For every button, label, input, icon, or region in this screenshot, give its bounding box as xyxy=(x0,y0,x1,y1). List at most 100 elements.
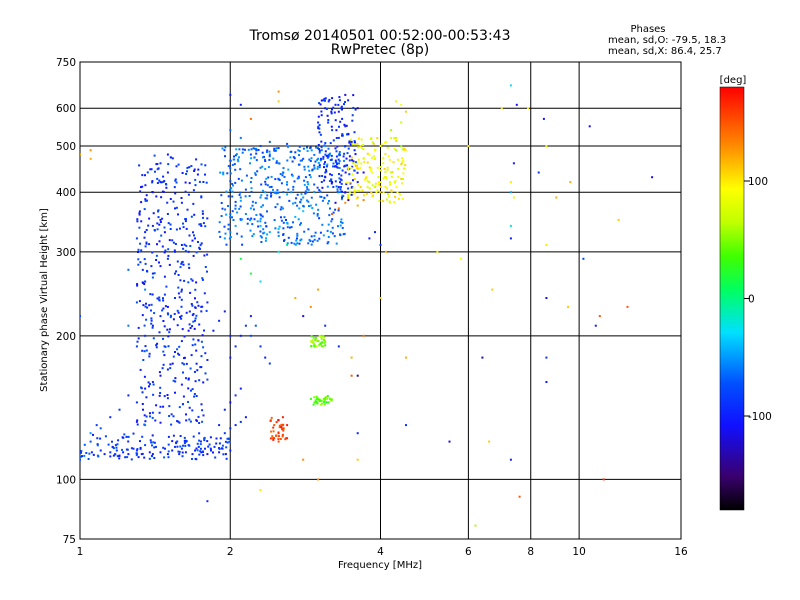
data-point xyxy=(203,292,206,295)
data-point xyxy=(153,154,156,157)
data-point xyxy=(317,208,320,211)
data-point xyxy=(175,181,178,184)
data-point xyxy=(153,272,156,275)
data-point xyxy=(166,171,169,174)
data-point xyxy=(317,340,320,343)
data-point xyxy=(191,325,194,328)
data-point xyxy=(376,137,379,139)
data-point xyxy=(239,334,242,337)
data-point xyxy=(292,156,295,159)
data-point xyxy=(405,356,407,359)
data-point xyxy=(316,213,319,215)
data-point xyxy=(330,174,333,177)
data-point xyxy=(234,345,237,348)
data-point xyxy=(368,166,371,169)
data-point xyxy=(125,448,128,451)
data-point xyxy=(370,167,373,170)
data-point xyxy=(509,224,512,227)
data-point xyxy=(298,207,301,210)
data-point xyxy=(178,345,181,348)
data-point xyxy=(223,149,226,152)
data-point xyxy=(319,399,322,402)
data-point xyxy=(512,162,515,165)
data-point xyxy=(403,147,406,150)
data-point xyxy=(275,161,278,164)
data-point xyxy=(567,305,569,308)
data-point xyxy=(150,265,153,268)
data-point xyxy=(141,281,144,284)
data-point xyxy=(311,168,314,171)
data-point xyxy=(400,121,403,124)
data-point xyxy=(224,232,227,235)
data-point xyxy=(194,380,197,383)
data-point xyxy=(151,434,154,437)
data-point xyxy=(163,325,166,328)
data-point xyxy=(194,297,196,300)
data-point xyxy=(351,141,354,144)
data-point xyxy=(255,159,258,162)
data-point xyxy=(268,155,271,158)
data-point xyxy=(317,127,320,130)
data-point xyxy=(180,340,183,343)
data-point xyxy=(187,263,190,266)
data-point xyxy=(148,243,151,246)
data-point xyxy=(265,237,268,240)
data-point xyxy=(322,155,325,158)
data-point xyxy=(315,203,318,206)
data-point xyxy=(206,253,209,256)
data-point xyxy=(172,318,175,321)
data-point xyxy=(316,402,319,405)
data-point xyxy=(602,478,605,481)
data-point xyxy=(298,145,301,148)
data-point xyxy=(397,158,400,161)
data-point xyxy=(346,152,349,155)
data-point xyxy=(169,363,172,366)
data-point xyxy=(356,164,358,167)
data-point xyxy=(139,261,142,264)
data-point xyxy=(140,201,143,204)
data-point xyxy=(387,155,390,158)
data-point xyxy=(320,146,323,149)
data-point xyxy=(324,107,327,110)
data-point xyxy=(319,403,322,406)
data-point xyxy=(227,228,230,231)
data-point xyxy=(182,263,185,266)
data-point xyxy=(220,202,223,204)
data-point xyxy=(319,342,322,345)
data-point xyxy=(127,435,130,438)
data-point xyxy=(272,157,275,160)
data-point xyxy=(176,324,179,327)
data-point xyxy=(335,185,338,188)
data-point xyxy=(135,401,138,404)
data-point xyxy=(159,221,162,223)
data-point xyxy=(152,393,155,396)
data-point xyxy=(153,446,156,449)
data-point xyxy=(151,251,154,254)
data-point xyxy=(303,183,306,186)
data-point xyxy=(379,166,382,169)
data-point xyxy=(165,183,167,185)
data-point xyxy=(196,442,199,445)
data-point xyxy=(144,288,147,291)
data-point xyxy=(388,195,391,198)
data-point xyxy=(192,338,195,341)
data-point xyxy=(163,231,166,234)
data-point xyxy=(184,220,187,223)
data-point xyxy=(313,164,316,167)
data-point xyxy=(163,251,166,254)
data-point xyxy=(307,228,310,231)
data-point xyxy=(162,297,164,300)
data-point xyxy=(317,157,320,160)
data-point xyxy=(202,454,205,457)
data-point xyxy=(395,186,398,189)
data-point xyxy=(164,249,167,252)
data-point xyxy=(397,175,399,178)
data-point xyxy=(234,224,237,227)
data-point xyxy=(481,356,484,359)
data-point xyxy=(123,433,126,436)
data-point xyxy=(192,435,195,438)
data-point xyxy=(328,98,331,101)
data-point xyxy=(337,103,340,106)
data-point xyxy=(141,314,144,317)
data-point xyxy=(115,446,118,449)
